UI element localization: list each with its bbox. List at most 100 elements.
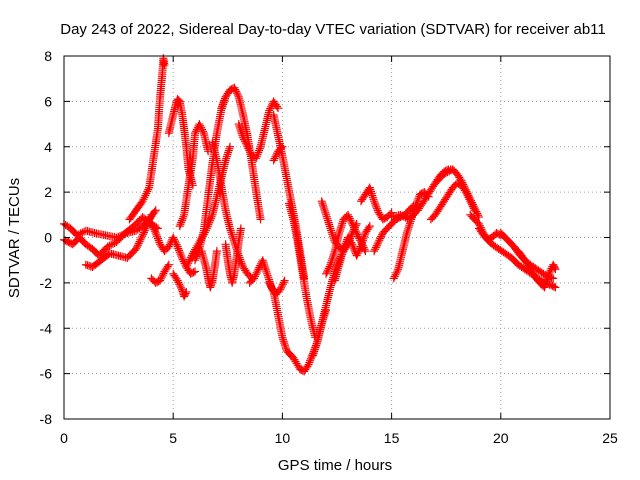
data-point [146,212,155,221]
data-point [348,219,357,228]
data-point [311,343,320,352]
data-point [389,274,398,283]
data-point [468,200,477,209]
data-point [253,267,262,276]
data-point [404,223,413,232]
data-point [551,265,560,274]
data-point [173,242,182,251]
data-point [370,197,379,206]
data-point [318,201,327,210]
data-point [458,178,467,187]
data-point [327,258,336,267]
data-point [374,238,383,247]
data-point [403,227,412,236]
data-point [197,123,206,132]
data-point [338,219,347,228]
data-point [327,256,336,265]
data-point [540,283,549,292]
data-point [137,233,146,242]
data-point [261,263,270,272]
data-point [276,285,285,294]
data-point [279,337,288,346]
data-point [347,218,356,227]
data-point [277,283,286,292]
data-point [320,206,329,215]
data-point [467,198,476,207]
data-point [156,274,165,283]
data-point [398,211,407,220]
data-point [252,154,261,163]
data-point [474,211,483,220]
y-tick-label: 0 [44,230,52,246]
data-point [265,106,274,115]
data-point [324,264,333,273]
data-point [365,222,374,231]
series-track-q [245,256,289,299]
data-point [223,150,232,159]
data-point [360,232,369,241]
data-point [459,180,468,189]
data-point [470,204,479,213]
data-point [375,236,384,245]
data-point [359,234,368,243]
data-point [218,100,227,109]
data-point [224,146,233,155]
data-point [150,227,159,236]
data-point [178,255,187,264]
data-point [465,193,474,202]
data-point [226,226,235,235]
data-point [238,261,247,270]
data-point [158,271,167,280]
data-point [341,241,350,250]
data-point [460,182,469,191]
data-point [350,225,359,234]
x-tick-label: 0 [60,430,68,446]
data-point [345,214,354,223]
data-point [151,206,160,215]
data-point [266,280,275,289]
data-point [155,238,164,247]
data-point [204,147,213,156]
data-point [329,251,338,260]
data-points [60,54,560,376]
data-point [207,212,216,221]
data-point [350,223,359,232]
data-point [322,210,331,219]
series-track-ae [431,165,483,222]
data-point [172,274,181,283]
data-point [370,247,379,256]
data-point [328,230,337,239]
data-point [371,200,380,209]
data-point [239,135,248,144]
data-point [349,221,358,230]
data-point [78,228,87,237]
data-point [254,148,263,157]
data-point [235,122,244,131]
data-point [244,144,253,153]
data-point [206,214,215,223]
data-point [103,242,112,251]
data-point [472,207,481,216]
data-point [172,240,181,249]
data-point [312,341,321,350]
data-point [235,123,244,132]
data-point [372,202,381,211]
data-point [323,216,332,225]
data-point [328,232,337,241]
data-point [457,176,466,185]
series-track-o [221,224,245,287]
data-point [279,335,288,344]
data-point [353,249,362,258]
data-point [182,262,191,271]
data-point [163,262,172,271]
data-point [259,258,268,267]
data-point [175,280,184,289]
data-point [142,189,151,198]
data-point [233,91,242,100]
data-point [279,278,288,287]
data-point [318,199,327,208]
x-tick-label: 20 [493,430,509,446]
data-point [270,154,279,163]
data-point [246,148,255,157]
data-point [282,344,291,353]
